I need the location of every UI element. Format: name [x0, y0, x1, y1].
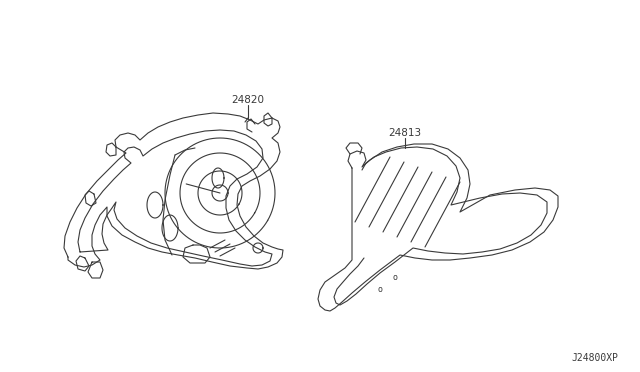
Text: 24820: 24820	[232, 95, 264, 105]
Text: 24813: 24813	[388, 128, 422, 138]
Text: o: o	[378, 285, 383, 295]
Text: J24800XP: J24800XP	[571, 353, 618, 363]
Text: o: o	[392, 273, 397, 282]
